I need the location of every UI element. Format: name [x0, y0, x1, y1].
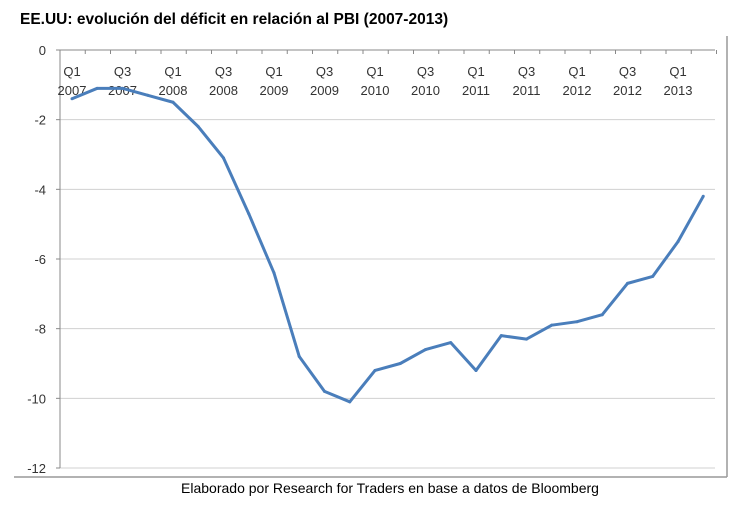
- chart-title: EE.UU: evolución del déficit en relación…: [20, 11, 449, 28]
- y-tick-label: -6: [34, 252, 46, 267]
- x-tick-label: 2008: [209, 83, 238, 98]
- x-tick-label: 2010: [411, 83, 440, 98]
- data-point: [95, 86, 99, 90]
- x-tick-label: Q1: [63, 64, 80, 79]
- y-tick-label: -4: [34, 182, 46, 197]
- x-tick-label: 2012: [613, 83, 642, 98]
- y-tick-label: 0: [39, 43, 46, 58]
- data-point: [600, 313, 604, 317]
- data-point: [424, 348, 427, 352]
- x-tick-label: 2012: [563, 83, 592, 98]
- chart-caption: Elaborado por Research for Traders en ba…: [181, 480, 599, 496]
- x-tick-label: Q1: [568, 64, 585, 79]
- data-point: [196, 125, 200, 129]
- data-point: [449, 341, 453, 345]
- x-tick-label: 2009: [260, 83, 289, 98]
- x-tick-label: Q1: [669, 64, 686, 79]
- data-point: [171, 100, 175, 104]
- data-point: [373, 368, 377, 372]
- data-point: [146, 93, 150, 97]
- data-point: [247, 212, 251, 216]
- x-tick-label: 2011: [462, 83, 490, 98]
- data-point: [272, 271, 276, 275]
- data-point: [398, 362, 402, 365]
- x-tick-label: Q1: [467, 64, 484, 79]
- x-tick-label: Q3: [619, 64, 636, 79]
- data-point: [222, 156, 225, 160]
- x-tick-label: 2013: [664, 83, 693, 98]
- data-point: [474, 368, 478, 372]
- x-tick-label: Q3: [518, 64, 535, 79]
- data-point: [323, 389, 326, 393]
- x-tick-label: 2007: [108, 83, 137, 98]
- series-line: [71, 86, 705, 404]
- data-point: [348, 400, 352, 404]
- x-tick-label: Q1: [366, 64, 383, 79]
- data-point: [701, 194, 705, 198]
- y-tick-label: -8: [34, 322, 46, 337]
- data-point: [70, 97, 74, 101]
- x-tick-label: Q1: [164, 64, 181, 79]
- data-point: [297, 355, 301, 359]
- y-tick-label: -10: [27, 391, 46, 406]
- x-tick-label: Q1: [265, 64, 282, 79]
- data-point: [575, 320, 579, 324]
- data-point: [626, 281, 629, 285]
- y-tick-label: -12: [27, 461, 46, 476]
- x-tick-label: Q3: [417, 64, 434, 79]
- x-tick-label: 2011: [513, 83, 541, 98]
- x-tick-label: Q3: [316, 64, 333, 79]
- data-point: [121, 86, 124, 90]
- x-tick-label: 2010: [361, 83, 390, 98]
- x-tick-label: 2009: [310, 83, 339, 98]
- data-point: [651, 274, 655, 278]
- x-tick-label: Q3: [215, 64, 232, 79]
- data-point: [550, 323, 554, 327]
- data-point: [676, 240, 680, 244]
- data-point: [525, 337, 528, 341]
- x-tick-label: 2008: [159, 83, 188, 98]
- x-tick-label: Q3: [114, 64, 131, 79]
- y-tick-label: -2: [34, 113, 46, 128]
- data-point: [499, 334, 503, 338]
